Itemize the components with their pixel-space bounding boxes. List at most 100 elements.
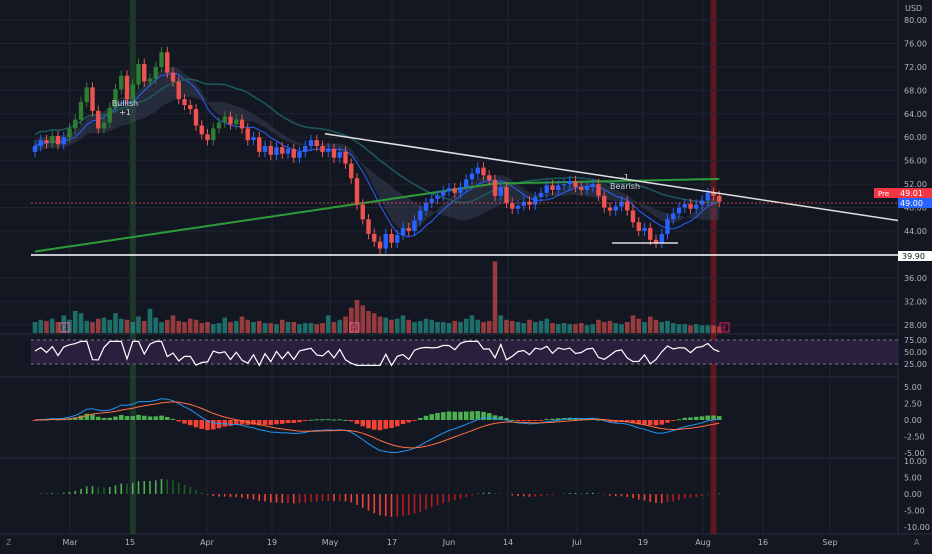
- candle[interactable]: [550, 185, 555, 190]
- short-ma-line[interactable]: [34, 72, 720, 238]
- candle[interactable]: [579, 187, 584, 190]
- candle[interactable]: [343, 151, 348, 164]
- candle[interactable]: [389, 233, 394, 243]
- candle[interactable]: [55, 136, 61, 145]
- candle[interactable]: [648, 228, 653, 240]
- candle[interactable]: [705, 192, 710, 201]
- candle[interactable]: [504, 187, 509, 203]
- candle[interactable]: [573, 181, 578, 188]
- candle[interactable]: [527, 201, 532, 205]
- candle[interactable]: [107, 107, 112, 123]
- candle[interactable]: [383, 233, 388, 249]
- candle[interactable]: [165, 52, 170, 73]
- candle[interactable]: [349, 163, 354, 179]
- candle[interactable]: [96, 110, 101, 129]
- candle[interactable]: [153, 66, 158, 79]
- candle[interactable]: [584, 187, 590, 190]
- signal-line[interactable]: [34, 401, 720, 449]
- candle[interactable]: [257, 137, 262, 152]
- rsi-line[interactable]: [34, 340, 720, 367]
- candle[interactable]: [458, 187, 463, 193]
- candle[interactable]: [245, 128, 250, 141]
- oscillator-axis[interactable]: 10.00 5.00 0.00 -5.00 -10.00: [904, 457, 930, 532]
- earnings-marker[interactable]: E: [719, 322, 730, 333]
- candle[interactable]: [372, 233, 377, 242]
- candle[interactable]: [280, 147, 285, 154]
- candle[interactable]: [412, 220, 417, 231]
- candle[interactable]: [142, 63, 147, 82]
- candle[interactable]: [136, 63, 141, 85]
- candle[interactable]: [602, 195, 607, 208]
- candle[interactable]: [717, 195, 722, 202]
- earnings-marker[interactable]: E: [59, 322, 70, 333]
- long-ma-line[interactable]: [34, 178, 720, 253]
- candle[interactable]: [366, 219, 371, 234]
- candle[interactable]: [331, 148, 337, 158]
- candle[interactable]: [320, 146, 325, 152]
- candle[interactable]: [262, 146, 268, 152]
- candle[interactable]: [211, 128, 216, 141]
- candle[interactable]: [199, 125, 204, 135]
- candle[interactable]: [429, 198, 434, 203]
- candle[interactable]: [590, 184, 595, 188]
- auto-scale-button[interactable]: A: [914, 538, 920, 547]
- candle[interactable]: [423, 202, 429, 211]
- candle[interactable]: [188, 104, 193, 110]
- candle[interactable]: [625, 201, 630, 211]
- candle[interactable]: [441, 191, 446, 196]
- candle[interactable]: [84, 87, 89, 103]
- candle[interactable]: [446, 188, 452, 192]
- candle[interactable]: [469, 173, 475, 180]
- candle[interactable]: [510, 202, 515, 209]
- candle[interactable]: [291, 148, 296, 158]
- candle[interactable]: [498, 187, 503, 196]
- candle[interactable]: [44, 140, 49, 144]
- candle[interactable]: [711, 192, 716, 196]
- candle[interactable]: [452, 188, 457, 193]
- candle[interactable]: [556, 185, 561, 190]
- candle[interactable]: [377, 241, 383, 249]
- candle[interactable]: [659, 233, 664, 243]
- candle[interactable]: [406, 228, 411, 231]
- candle[interactable]: [630, 210, 636, 223]
- candle[interactable]: [239, 119, 245, 129]
- candle[interactable]: [182, 99, 187, 105]
- candle[interactable]: [561, 184, 567, 186]
- trend-line[interactable]: [324, 132, 899, 222]
- macd-line[interactable]: [34, 398, 720, 454]
- candle[interactable]: [613, 206, 618, 211]
- zoom-corner-button[interactable]: Z: [6, 538, 12, 547]
- candle[interactable]: [607, 207, 613, 211]
- candle[interactable]: [124, 75, 130, 100]
- candle[interactable]: [682, 204, 687, 208]
- candle[interactable]: [360, 204, 365, 220]
- candle[interactable]: [395, 235, 400, 243]
- candle[interactable]: [73, 119, 78, 129]
- candle[interactable]: [515, 205, 521, 209]
- candle[interactable]: [274, 147, 279, 155]
- candle[interactable]: [464, 179, 469, 188]
- candle[interactable]: [400, 228, 406, 236]
- candle[interactable]: [326, 148, 331, 152]
- candle[interactable]: [619, 201, 624, 207]
- candle[interactable]: [544, 185, 549, 193]
- candle[interactable]: [251, 137, 256, 141]
- candle[interactable]: [567, 181, 572, 185]
- candle[interactable]: [308, 140, 314, 147]
- candle[interactable]: [653, 239, 659, 243]
- candle[interactable]: [222, 116, 227, 123]
- candle[interactable]: [492, 180, 498, 196]
- candle[interactable]: [475, 167, 480, 174]
- candle[interactable]: [538, 192, 544, 198]
- candle[interactable]: [67, 128, 72, 138]
- candle[interactable]: [50, 136, 55, 144]
- candle[interactable]: [268, 146, 273, 155]
- candle[interactable]: [487, 175, 492, 181]
- candle[interactable]: [176, 81, 181, 100]
- candle[interactable]: [642, 228, 647, 231]
- candle[interactable]: [234, 119, 239, 125]
- candle[interactable]: [418, 210, 423, 221]
- candle[interactable]: [159, 52, 164, 67]
- candle[interactable]: [297, 151, 302, 158]
- candle[interactable]: [147, 78, 153, 82]
